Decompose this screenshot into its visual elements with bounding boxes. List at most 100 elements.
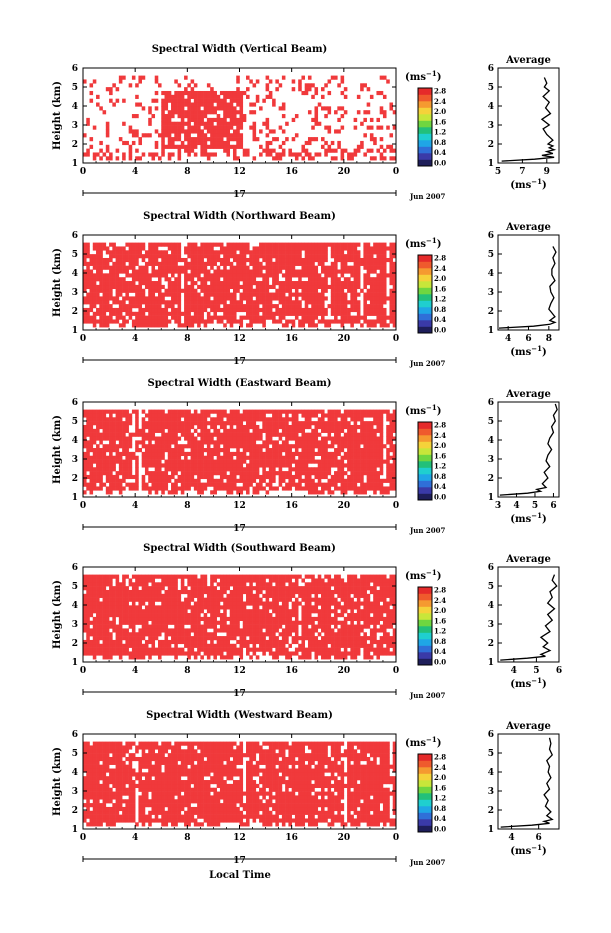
heatmap-cell [344,479,348,483]
heatmap-cell [314,471,318,475]
heatmap-cell [236,95,240,99]
colorbar-tick-label: 2.0 [434,441,446,450]
heatmap-cell [204,433,208,437]
heatmap-cell [256,467,260,471]
colorbar-swatch [418,474,432,481]
heatmap-cell [236,99,240,103]
heatmap-cell [321,475,325,479]
heatmap-cell [112,448,116,452]
heatmap-cell [292,421,296,425]
heatmap-cell [288,270,292,274]
heatmap-cell [148,636,152,640]
heatmap-cell [129,289,133,293]
heatmap-cell [249,479,253,483]
heatmap-cell [288,429,292,433]
heatmap-cell [207,285,211,289]
heatmap-cell [305,421,309,425]
heatmap-cell [249,277,253,281]
heatmap-cell [240,440,244,444]
heatmap-cell [99,483,103,487]
heatmap-cell [269,149,273,153]
heatmap-cell [151,323,155,327]
heatmap-cell [367,110,371,114]
heatmap-cell [285,460,289,464]
heatmap-cell [279,106,283,110]
heatmap-cell [357,281,361,285]
heatmap-cell [138,316,142,320]
heatmap-cell [116,632,120,636]
heatmap-cell [119,479,123,483]
heatmap-cell [233,296,237,300]
heatmap-cell [350,437,354,441]
heatmap-cell [210,316,214,320]
heatmap-cell [357,95,361,99]
heatmap-cell [174,413,178,417]
heatmap-cell [138,304,142,308]
heatmap-cell [370,463,374,467]
heatmap-cell [240,262,244,266]
heatmap-cell [171,262,175,266]
heatmap-cell [161,133,165,137]
heatmap-cell [311,281,315,285]
heatmap-cell [223,308,227,312]
heatmap-cell [103,609,107,613]
heatmap-cell [132,590,136,594]
heatmap-cell [191,293,195,297]
heatmap-cell [344,277,348,281]
heatmap-cell [230,444,234,448]
heatmap-cell [119,444,123,448]
heatmap-cell [331,490,335,494]
heatmap-cell [370,440,374,444]
heatmap-cell [305,300,309,304]
heatmap-cell [298,312,302,316]
heatmap-cell [86,628,90,632]
heatmap-cell [171,475,175,479]
heatmap-cell [148,617,152,621]
heatmap-cell [357,486,361,490]
heatmap-cell [194,456,198,460]
heatmap-cell [109,308,113,312]
heatmap-cell [86,460,90,464]
heatmap-cell [292,281,296,285]
heatmap-cell [106,266,110,270]
heatmap-cell [122,289,126,293]
heatmap-cell [357,304,361,308]
heatmap-cell [350,316,354,320]
heatmap-cell [308,467,312,471]
heatmap-cell [360,452,364,456]
heatmap-cell [171,254,175,258]
heatmap-cell [135,456,139,460]
heatmap-cell [99,433,103,437]
heatmap-cell [138,281,142,285]
heatmap-cell [213,99,217,103]
heatmap-cell [109,444,113,448]
heatmap-cell [288,300,292,304]
heatmap-cell [145,133,149,137]
heatmap-cell [341,440,345,444]
heatmap-cell [200,452,204,456]
heatmap-cell [220,250,224,254]
heatmap-cell [207,452,211,456]
heatmap-cell [109,270,113,274]
heatmap-cell [331,289,335,293]
heatmap-cell [367,270,371,274]
heatmap-cell [210,277,214,281]
heatmap-cell [266,266,270,270]
heatmap-cell [93,156,97,160]
heatmap-cell [106,319,110,323]
heatmap-cell [305,486,309,490]
heatmap-cell [363,312,367,316]
heatmap-cell [331,413,335,417]
heatmap-cell [262,323,266,327]
heatmap-cell [161,258,165,262]
heatmap-cell [138,440,142,444]
heatmap-cell [181,433,185,437]
heatmap-cell [279,425,283,429]
average-frame [498,235,559,330]
heatmap-cell [386,258,390,262]
heatmap-cell [321,429,325,433]
heatmap-cell [86,586,90,590]
heatmap-cell [226,448,230,452]
heatmap-cell [165,425,169,429]
heatmap-cell [90,613,94,617]
